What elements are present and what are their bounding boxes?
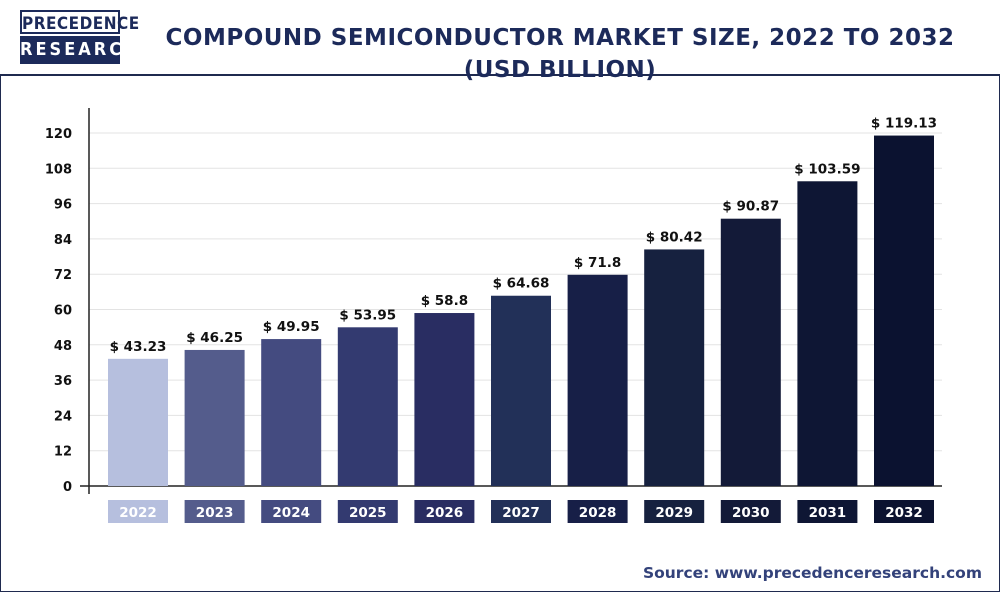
bar <box>261 339 322 486</box>
y-tick-label: 84 <box>54 233 72 248</box>
x-tick-label: 2023 <box>196 505 234 521</box>
category-label-box <box>720 500 781 523</box>
x-tick-label: 2025 <box>349 505 387 521</box>
bar <box>797 181 858 486</box>
logo-line-2: RESEARCH <box>20 36 138 64</box>
data-label: $ 80.42 <box>646 229 703 245</box>
data-label: $ 43.23 <box>110 339 167 355</box>
bar <box>108 358 168 486</box>
y-tick-label: 48 <box>54 339 72 354</box>
x-tick-label: 2031 <box>809 505 847 521</box>
x-tick-label: 2024 <box>272 505 310 521</box>
data-label: $ 119.13 <box>871 116 937 132</box>
y-tick-label: 0 <box>63 480 72 495</box>
bar <box>720 218 781 487</box>
x-tick-label: 2032 <box>885 505 923 521</box>
bar <box>337 327 398 486</box>
bar <box>644 249 705 486</box>
y-tick-label: 108 <box>45 162 72 177</box>
x-tick-label: 2029 <box>655 505 693 521</box>
category-label-box <box>797 500 858 523</box>
header-bar: PRECEDENCE RESEARCH COMPOUND SEMICONDUCT… <box>0 0 1000 83</box>
data-label: $ 71.8 <box>574 255 621 271</box>
data-label: $ 64.68 <box>493 276 550 292</box>
x-tick-label: 2030 <box>732 505 770 521</box>
logo-line-1: PRECEDENCE <box>20 10 139 34</box>
category-label-box <box>108 500 168 523</box>
category-label-box <box>644 500 705 523</box>
category-label-box <box>491 500 551 523</box>
x-tick-label: 2022 <box>119 505 157 521</box>
category-label-box <box>261 500 322 523</box>
bar <box>567 274 628 486</box>
category-label-box <box>337 500 398 523</box>
y-tick-label: 24 <box>54 409 72 424</box>
chart-title: COMPOUND SEMICONDUCTOR MARKET SIZE, 2022… <box>165 25 955 83</box>
data-label: $ 53.95 <box>339 307 396 323</box>
y-tick-label: 60 <box>54 304 72 319</box>
bar <box>874 135 934 486</box>
data-label: $ 58.8 <box>421 293 468 309</box>
precedence-research-logo: PRECEDENCE RESEARCH <box>20 10 139 64</box>
y-tick-label: 12 <box>54 445 72 460</box>
y-tick-label: 36 <box>54 374 72 389</box>
data-label: $ 90.87 <box>722 199 779 215</box>
category-label-box <box>184 500 245 523</box>
data-label: $ 103.59 <box>794 161 860 177</box>
category-label-box <box>567 500 628 523</box>
x-tick-label: 2027 <box>502 505 540 521</box>
bar <box>491 295 551 486</box>
y-tick-label: 120 <box>45 127 72 142</box>
data-label: $ 46.25 <box>186 330 243 346</box>
x-tick-label: 2026 <box>426 505 464 521</box>
source-note: Source: www.precedenceresearch.com <box>642 564 982 582</box>
data-label: $ 49.95 <box>263 319 320 335</box>
category-label-box <box>874 500 934 523</box>
bar <box>184 349 245 486</box>
category-label-box <box>414 500 475 523</box>
bar <box>414 313 475 486</box>
y-tick-label: 96 <box>54 198 72 213</box>
y-tick-label: 72 <box>54 268 72 283</box>
x-tick-label: 2028 <box>579 505 617 521</box>
